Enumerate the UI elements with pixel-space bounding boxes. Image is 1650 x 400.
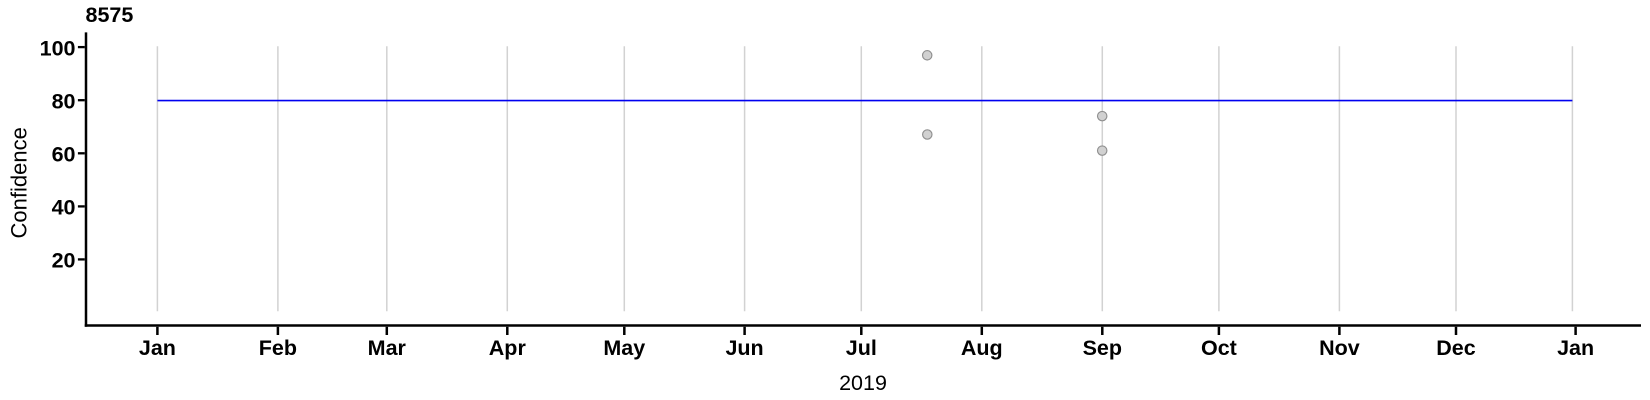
svg-text:Jul: Jul: [846, 336, 877, 360]
svg-text:Jun: Jun: [725, 336, 763, 360]
svg-text:Dec: Dec: [1436, 336, 1475, 360]
svg-text:Sep: Sep: [1083, 336, 1122, 360]
svg-text:20: 20: [52, 249, 76, 273]
svg-text:Mar: Mar: [368, 336, 407, 360]
svg-text:Jan: Jan: [1557, 336, 1594, 360]
svg-text:2019: 2019: [839, 371, 887, 395]
svg-text:Aug: Aug: [961, 336, 1003, 360]
svg-text:Nov: Nov: [1319, 336, 1360, 360]
svg-text:60: 60: [52, 143, 76, 167]
svg-text:Apr: Apr: [489, 336, 527, 360]
svg-text:Oct: Oct: [1201, 336, 1237, 360]
svg-text:8575: 8575: [86, 3, 134, 27]
svg-text:Feb: Feb: [259, 336, 297, 360]
svg-text:40: 40: [52, 196, 76, 220]
svg-text:Confidence: Confidence: [7, 127, 32, 238]
svg-text:May: May: [603, 336, 645, 360]
svg-text:100: 100: [40, 36, 76, 60]
svg-text:80: 80: [52, 90, 76, 114]
svg-text:Jan: Jan: [139, 336, 176, 360]
